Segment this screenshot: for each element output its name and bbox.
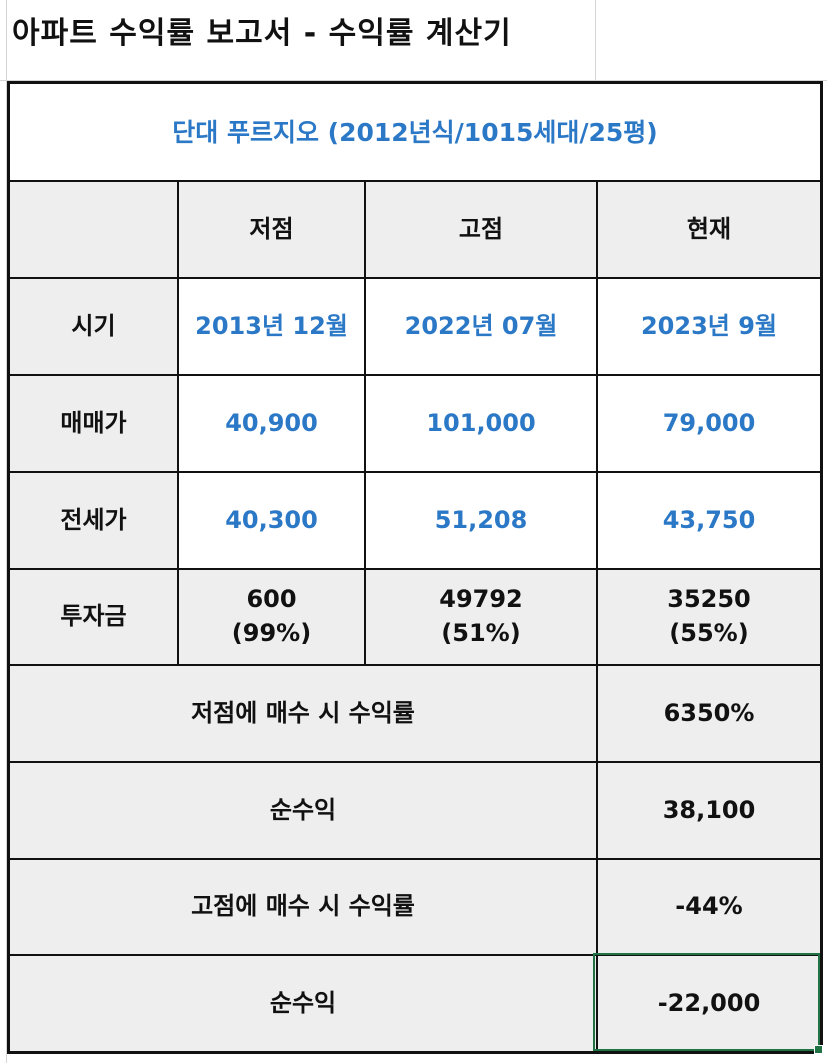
report-table: 단대 푸르지오 (2012년식/1015세대/25평) 저점 고점 현재 시기 …: [7, 81, 823, 1054]
investment-low-cell[interactable]: 600 (99%): [177, 568, 364, 664]
sale-price-low-cell[interactable]: 40,900: [177, 374, 364, 471]
header-low-point[interactable]: 저점: [177, 180, 364, 277]
header-current[interactable]: 현재: [596, 180, 820, 277]
jeonse-current-cell[interactable]: 43,750: [596, 471, 820, 568]
row-label-jeonse-price[interactable]: 전세가: [10, 471, 177, 568]
header-corner-cell[interactable]: [10, 180, 177, 277]
investment-amount: 49792: [439, 585, 523, 614]
page-title[interactable]: 아파트 수익률 보고서 - 수익률 계산기: [12, 16, 512, 51]
investment-ratio: (55%): [669, 619, 749, 647]
row-label-period[interactable]: 시기: [10, 277, 177, 374]
row-label-sale-price[interactable]: 매매가: [10, 374, 177, 471]
low-net-profit-label[interactable]: 순수익: [10, 761, 596, 858]
investment-current-cell[interactable]: 35250 (55%): [596, 568, 820, 664]
investment-ratio: (99%): [231, 619, 312, 647]
sale-price-current-cell[interactable]: 79,000: [596, 374, 820, 471]
period-low-cell[interactable]: 2013년 12월: [177, 277, 364, 374]
header-high-point[interactable]: 고점: [364, 180, 596, 277]
sale-price-high-cell[interactable]: 101,000: [364, 374, 596, 471]
period-current-cell[interactable]: 2023년 9월: [596, 277, 820, 374]
jeonse-low-cell[interactable]: 40,300: [177, 471, 364, 568]
investment-high-cell[interactable]: 49792 (51%): [364, 568, 596, 664]
investment-amount: 35250: [667, 585, 751, 614]
high-buy-return-value[interactable]: -44%: [596, 858, 820, 954]
apartment-subtitle-cell[interactable]: 단대 푸르지오 (2012년식/1015세대/25평): [172, 117, 658, 147]
period-high-cell[interactable]: 2022년 07월: [364, 277, 596, 374]
low-buy-return-label[interactable]: 저점에 매수 시 수익률: [10, 664, 596, 761]
grid-line: [595, 0, 596, 80]
grid-line: [0, 80, 827, 81]
low-net-profit-value[interactable]: 38,100: [596, 761, 820, 858]
investment-amount: 600: [246, 585, 297, 614]
grid-line: [6, 0, 7, 1063]
low-buy-return-value[interactable]: 6350%: [596, 664, 820, 761]
row-label-investment[interactable]: 투자금: [10, 568, 177, 664]
investment-ratio: (51%): [441, 619, 521, 647]
jeonse-high-cell[interactable]: 51,208: [364, 471, 596, 568]
high-buy-return-label[interactable]: 고점에 매수 시 수익률: [10, 858, 596, 954]
high-net-profit-label[interactable]: 순수익: [10, 954, 596, 1051]
high-net-profit-value[interactable]: -22,000: [596, 954, 820, 1051]
